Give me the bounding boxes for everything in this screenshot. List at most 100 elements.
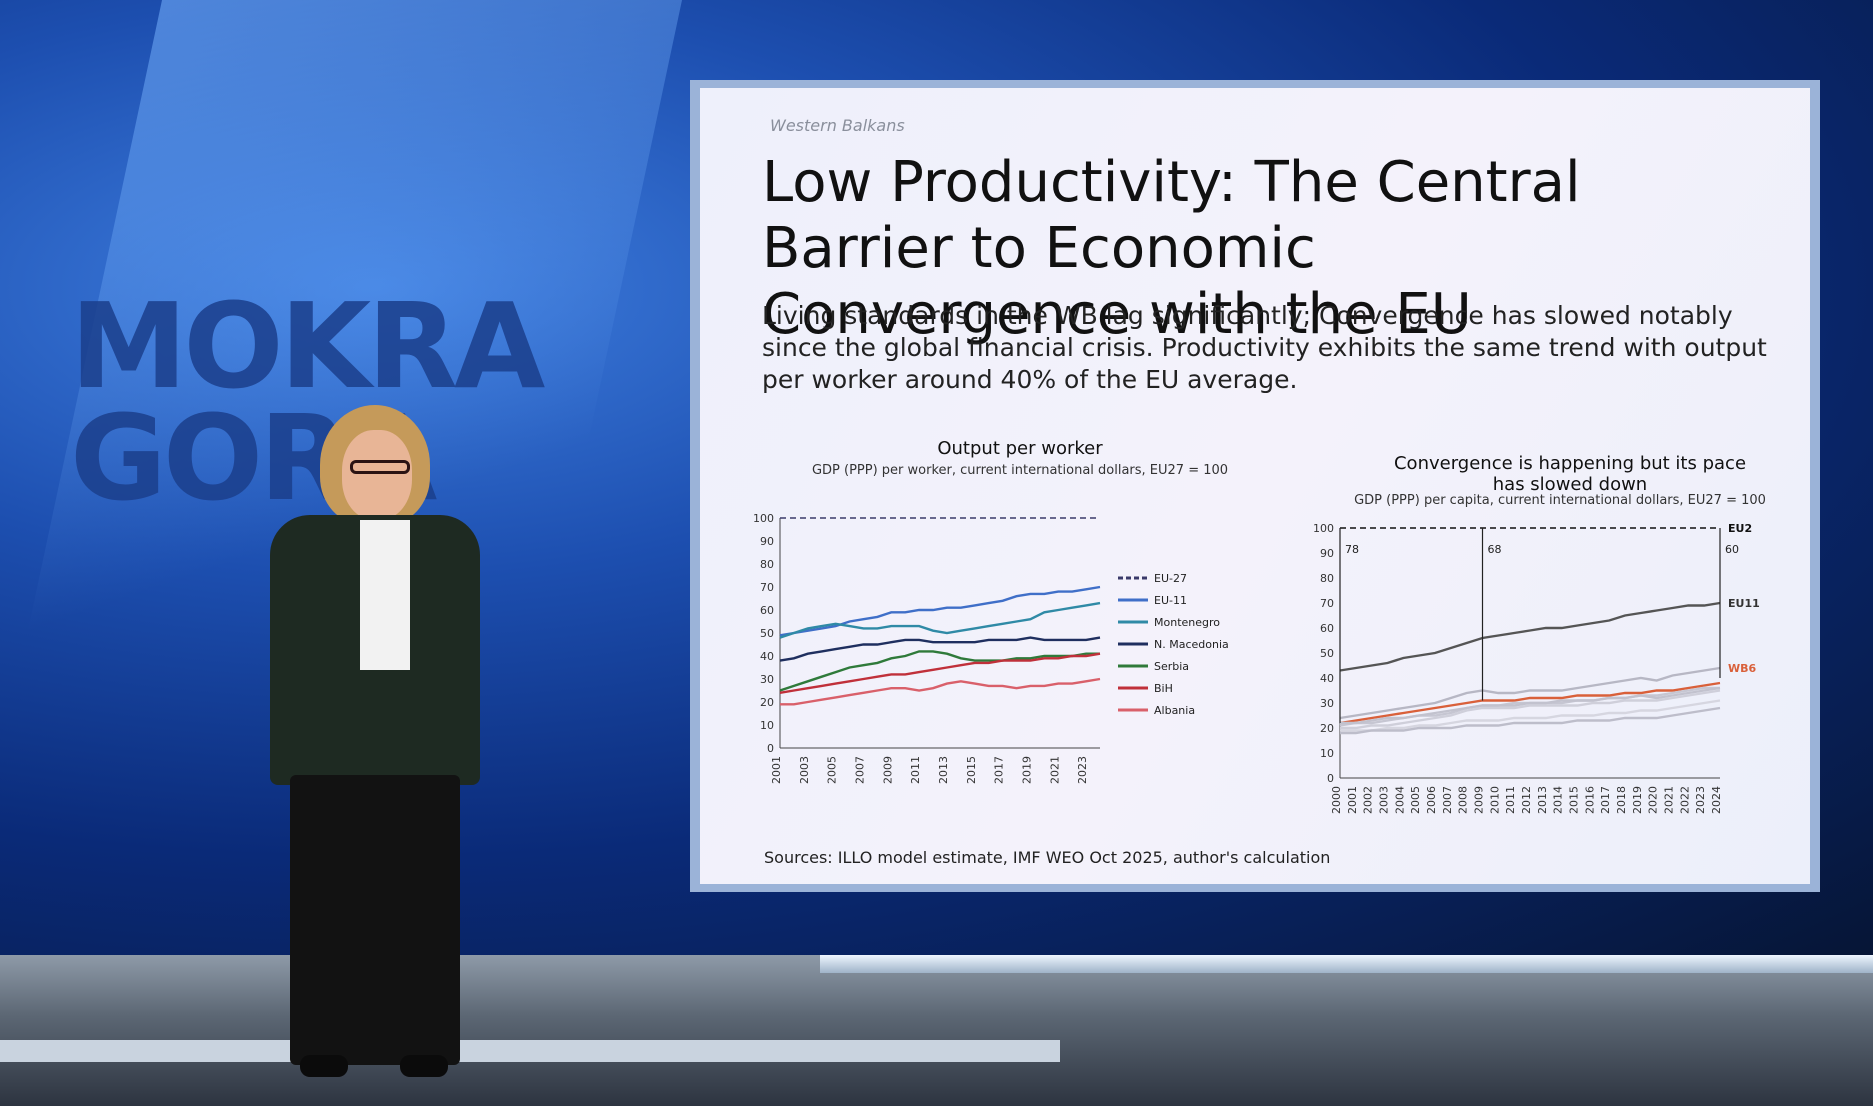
chart1-x-tick-label: 2011 — [909, 756, 922, 784]
stage-platform-edge — [0, 1040, 1060, 1062]
chart2-x-tick-label: 2023 — [1694, 786, 1707, 814]
stage-lit-edge — [820, 955, 1873, 973]
chart1-y-tick-label: 100 — [753, 512, 774, 525]
chart1-y-tick-label: 80 — [760, 558, 774, 571]
chart2-x-tick-label: 2013 — [1536, 786, 1549, 814]
chart2-x-tick-label: 2015 — [1568, 786, 1581, 814]
chart2-x-tick-label: 2011 — [1504, 786, 1517, 814]
chart2-series-line-8 — [1340, 686, 1721, 725]
chart2-y-tick-label: 70 — [1320, 597, 1334, 610]
chart2-series-line-6 — [1340, 699, 1721, 732]
presenter-trousers — [290, 775, 460, 1065]
chart2-x-tick-label: 2017 — [1599, 786, 1612, 814]
chart1-y-tick-label: 60 — [760, 604, 774, 617]
chart2-x-tick-label: 2005 — [1409, 786, 1422, 814]
presenter-shoe-left — [300, 1055, 348, 1077]
chart2-x-tick-label: 2010 — [1488, 786, 1501, 814]
chart1-legend-label: Serbia — [1154, 660, 1189, 673]
chart1-y-tick-label: 50 — [760, 627, 774, 640]
chart1-y-tick-label: 0 — [767, 742, 774, 755]
chart2-y-tick-label: 10 — [1320, 747, 1334, 760]
chart1-legend-label: BiH — [1154, 682, 1173, 695]
chart2-x-tick-label: 2000 — [1330, 786, 1343, 814]
chart1-y-tick-label: 10 — [760, 719, 774, 732]
chart2-series-line-2 — [1339, 681, 1721, 725]
presenter-shirt — [360, 520, 410, 670]
chart1-legend-label: Albania — [1154, 704, 1195, 717]
chart1-y-tick-label: 90 — [760, 535, 774, 548]
chart1-series-line-3 — [779, 636, 1101, 662]
chart2-x-tick-label: 2012 — [1520, 786, 1533, 814]
chart1-subtitle: GDP (PPP) per worker, current internatio… — [811, 463, 1229, 478]
chart1-x-tick-label: 2007 — [853, 756, 866, 784]
chart-output-per-worker: 0 10 20 30 40 50 60 70 80 90 100 2001 2003 2005 2007 20… — [753, 512, 1229, 784]
chart1-y-tick-label: 40 — [760, 650, 774, 663]
chart1-legend-label: N. Macedonia — [1154, 638, 1229, 651]
chart1-series-line-1 — [779, 585, 1101, 637]
chart2-subtitle: GDP (PPP) per capita, current internatio… — [1354, 493, 1766, 508]
chart2-y-tick-label: 20 — [1320, 722, 1334, 735]
chart1-legend-label: Montenegro — [1154, 616, 1220, 629]
chart1-legend-label: EU-11 — [1154, 594, 1187, 607]
chart2-x-tick-label: 2007 — [1441, 786, 1454, 814]
chart2-x-tick-label: 2009 — [1473, 786, 1486, 814]
chart2-x-tick-label: 2002 — [1362, 786, 1375, 814]
chart1-x-tick-label: 2009 — [881, 756, 894, 784]
chart2-y-tick-label: 80 — [1320, 572, 1334, 585]
chart2-title: Convergence is happening but its pace ha… — [1393, 453, 1747, 495]
chart2-x-tick-label: 2001 — [1346, 786, 1359, 814]
chart1-x-tick-label: 2003 — [798, 756, 811, 784]
chart1-x-tick-label: 2017 — [993, 756, 1006, 784]
chart2-y-tick-label: 100 — [1313, 522, 1334, 535]
slide-subtitle: Living standards in the WB lag significa… — [762, 301, 1767, 394]
chart1-series-line-6 — [780, 677, 1101, 706]
chart2-x-tick-label: 2021 — [1663, 786, 1676, 814]
chart2-x-tick-label: 2006 — [1425, 786, 1438, 814]
chart1-y-tick-label: 30 — [760, 673, 774, 686]
chart2-gap-label: 78 — [1345, 543, 1359, 556]
chart2-x-tick-label: 2004 — [1393, 786, 1406, 814]
chart2-x-tick-label: 2020 — [1647, 786, 1660, 814]
chart1-legend-label: EU-27 — [1154, 572, 1187, 585]
presenter-face — [342, 430, 412, 520]
chart2-x-tick-label: 2024 — [1710, 786, 1723, 814]
chart2-x-tick-label: 2022 — [1678, 786, 1691, 814]
slide-sources: Sources: ILLO model estimate, IMF WEO Oc… — [764, 848, 1331, 867]
chart2-x-tick-label: 2018 — [1615, 786, 1628, 814]
chart1-series-line-2 — [779, 601, 1101, 639]
chart1-series-line-4 — [779, 650, 1100, 692]
chart1-x-tick-label: 2013 — [937, 756, 950, 784]
chart2-series-line-3 — [1339, 666, 1721, 720]
chart2-y-tick-label: 0 — [1327, 772, 1334, 785]
venue-logo-line1: MOKRA — [70, 277, 545, 415]
slide-title: Low Productivity: The Central Barrier to… — [762, 150, 1581, 347]
presenter-shoe-right — [400, 1055, 448, 1077]
chart1-y-tick-label: 20 — [760, 696, 774, 709]
presentation-slide: Western Balkans Low Productivity: The Ce… — [700, 88, 1810, 884]
chart1-x-tick-label: 2023 — [1076, 756, 1089, 784]
chart2-series-line-4 — [1339, 686, 1720, 727]
glasses-icon — [350, 460, 410, 474]
chart2-x-tick-label: 2014 — [1552, 786, 1565, 814]
chart2-y-tick-label: 30 — [1320, 697, 1334, 710]
chart1-x-tick-label: 2005 — [826, 756, 839, 784]
chart2-series-line-1 — [1339, 601, 1721, 672]
chart1-x-tick-label: 2019 — [1020, 756, 1033, 784]
chart2-gap-label: 68 — [1488, 543, 1502, 556]
slide-kicker: Western Balkans — [770, 116, 905, 135]
chart1-x-tick-label: 2015 — [965, 756, 978, 784]
chart2-x-tick-label: 2019 — [1631, 786, 1644, 814]
chart2-series-label: EU2 — [1728, 522, 1752, 535]
chart2-x-tick-label: 2008 — [1457, 786, 1470, 814]
chart2-series-line-5 — [1340, 689, 1721, 730]
chart1-series-line-5 — [779, 652, 1101, 694]
chart1-x-tick-label: 2001 — [770, 756, 783, 784]
chart2-y-tick-label: 50 — [1320, 647, 1334, 660]
chart1-x-tick-label: 2021 — [1048, 756, 1061, 784]
chart2-y-tick-label: 60 — [1320, 622, 1334, 635]
chart2-x-tick-label: 2016 — [1583, 786, 1596, 814]
chart2-series-label: EU11 — [1728, 597, 1760, 610]
chart2-y-tick-label: 40 — [1320, 672, 1334, 685]
chart2-x-tick-label: 2003 — [1378, 786, 1391, 814]
